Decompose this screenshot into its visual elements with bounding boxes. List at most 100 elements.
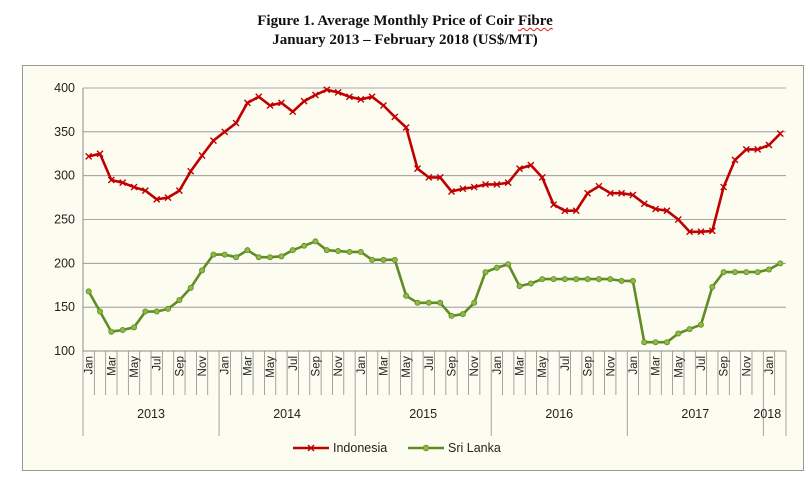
month-tick-label: Jan bbox=[84, 356, 96, 375]
month-tick-label: Nov bbox=[333, 356, 345, 377]
data-point bbox=[221, 128, 229, 136]
data-point bbox=[391, 113, 399, 121]
month-tick-label: Jul bbox=[288, 356, 300, 371]
data-point bbox=[606, 189, 614, 197]
month-tick-label: Jan bbox=[492, 356, 504, 375]
month-tick-label: Mar bbox=[378, 356, 390, 376]
month-tick-label: Mar bbox=[106, 356, 118, 376]
data-point bbox=[777, 260, 784, 267]
data-point bbox=[743, 269, 750, 276]
data-point bbox=[652, 339, 659, 346]
data-point bbox=[584, 276, 591, 283]
month-tick-label: Sep bbox=[174, 356, 186, 376]
data-point bbox=[425, 173, 433, 181]
data-point bbox=[379, 102, 387, 110]
data-point bbox=[368, 93, 376, 101]
data-point bbox=[663, 207, 671, 215]
data-point bbox=[561, 276, 568, 283]
data-point bbox=[731, 156, 739, 164]
data-point bbox=[130, 183, 138, 191]
y-tick-label: 400 bbox=[54, 81, 75, 95]
month-tick-label: Mar bbox=[651, 356, 663, 376]
data-point bbox=[493, 180, 501, 188]
data-point bbox=[198, 152, 206, 159]
y-tick-label: 150 bbox=[54, 300, 75, 314]
month-tick-label: Jan bbox=[220, 356, 232, 375]
data-point bbox=[675, 330, 682, 337]
data-point bbox=[97, 308, 104, 315]
legend-marker bbox=[307, 444, 315, 452]
data-point bbox=[754, 269, 761, 276]
data-point bbox=[573, 276, 580, 283]
data-point bbox=[289, 247, 296, 254]
data-point bbox=[131, 324, 138, 331]
legend-label: Indonesia bbox=[333, 441, 387, 455]
data-point bbox=[266, 102, 274, 110]
data-point bbox=[470, 183, 478, 191]
month-tick-label: Jan bbox=[764, 356, 776, 375]
month-tick-label: Nov bbox=[197, 356, 209, 377]
data-point bbox=[323, 86, 331, 94]
data-point bbox=[720, 269, 727, 276]
data-point bbox=[425, 299, 432, 306]
month-tick-label: May bbox=[129, 356, 141, 378]
data-point bbox=[618, 277, 625, 284]
month-tick-label: May bbox=[673, 356, 685, 378]
data-point bbox=[187, 167, 195, 175]
data-point bbox=[731, 269, 738, 276]
month-tick-label: Jul bbox=[424, 356, 436, 371]
data-point bbox=[459, 311, 466, 318]
data-point bbox=[482, 269, 489, 276]
data-point bbox=[209, 137, 217, 145]
data-point bbox=[629, 191, 637, 199]
data-point bbox=[277, 99, 285, 107]
data-point bbox=[413, 165, 421, 173]
data-point bbox=[175, 187, 183, 195]
y-tick-label: 250 bbox=[54, 213, 75, 227]
data-point bbox=[107, 176, 115, 184]
data-point bbox=[516, 283, 523, 290]
data-point bbox=[561, 207, 569, 215]
year-label: 2015 bbox=[409, 407, 437, 421]
data-point bbox=[459, 185, 467, 193]
data-point bbox=[697, 321, 704, 328]
data-point bbox=[255, 254, 262, 261]
data-point bbox=[663, 339, 670, 346]
data-point bbox=[538, 173, 546, 181]
month-tick-label: May bbox=[537, 356, 549, 378]
data-point bbox=[629, 277, 636, 284]
data-point bbox=[176, 297, 183, 304]
data-point bbox=[323, 247, 330, 254]
month-tick-label: Jul bbox=[152, 356, 164, 371]
series-line bbox=[87, 240, 781, 344]
data-point bbox=[527, 280, 534, 287]
data-point bbox=[119, 179, 127, 187]
month-tick-label: Sep bbox=[719, 356, 731, 376]
y-tick-label: 200 bbox=[54, 256, 75, 270]
data-point bbox=[221, 251, 228, 258]
data-point bbox=[471, 299, 478, 306]
month-tick-label: Nov bbox=[469, 356, 481, 377]
data-point bbox=[153, 308, 160, 315]
month-tick-label: Mar bbox=[242, 356, 254, 376]
data-point bbox=[187, 284, 194, 291]
month-tick-label: Nov bbox=[741, 356, 753, 377]
data-point bbox=[142, 308, 149, 315]
data-point bbox=[119, 326, 126, 333]
data-point bbox=[300, 97, 308, 105]
month-tick-label: Sep bbox=[447, 356, 459, 376]
chart-area: 100 150 200 250 300 350 400 Jan Mar May Jul Sep Nov J… bbox=[22, 65, 804, 471]
data-point bbox=[199, 267, 206, 274]
data-point bbox=[572, 207, 580, 215]
data-point bbox=[233, 254, 240, 261]
month-tick-label: May bbox=[265, 356, 277, 378]
data-point bbox=[244, 247, 251, 254]
data-point bbox=[334, 88, 342, 96]
data-point bbox=[402, 123, 410, 131]
year-label: 2014 bbox=[273, 407, 301, 421]
data-point bbox=[516, 165, 524, 173]
y-tick-label: 300 bbox=[54, 169, 75, 183]
data-point bbox=[720, 183, 728, 191]
data-point bbox=[674, 216, 682, 223]
data-point bbox=[640, 200, 648, 208]
